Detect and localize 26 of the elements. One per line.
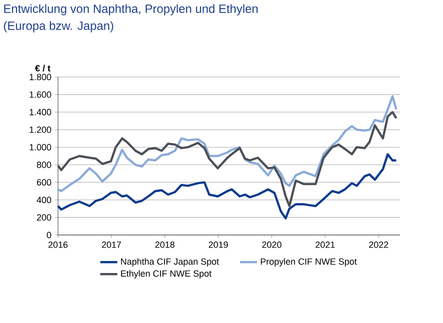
x-tick-label: 2016 [48,242,68,248]
y-tick-label: 400 [36,196,52,204]
line-series [56,111,398,208]
y-tick-label: 1.000 [30,144,52,150]
line-series [56,153,398,220]
x-tick-label: 2022 [369,242,388,248]
x-tick-label: 2019 [208,242,228,248]
legend-label: Naphtha CIF Japan Spot [121,258,219,266]
y-tick-label: 1.200 [30,126,52,133]
legend-label: Ethylen CIF NWE Spot [121,270,212,278]
y-tick-label: 600 [36,179,52,186]
legend-label: Propylen CIF NWE Spot [260,258,357,266]
y-tick-label: 1.400 [30,108,52,116]
y-tick-label: 1.800 [30,74,52,80]
chart-subtitle: (Europa bzw. Japan) [4,21,114,32]
line-series [56,95,398,192]
y-tick-label: 800 [36,162,52,168]
x-tick-label: 2021 [316,242,335,248]
chart-title: Entwicklung von Naphtha, Propylen und Ethylen [4,4,258,16]
y-tick-label: 1.600 [30,91,52,98]
x-tick-label: 2020 [262,242,282,248]
x-tick-label: 2017 [102,242,121,248]
x-tick-label: 2018 [155,242,174,248]
y-axis-title: € / t [35,64,50,72]
y-tick-label: 200 [36,214,52,221]
y-tick-label: 0 [46,232,52,238]
